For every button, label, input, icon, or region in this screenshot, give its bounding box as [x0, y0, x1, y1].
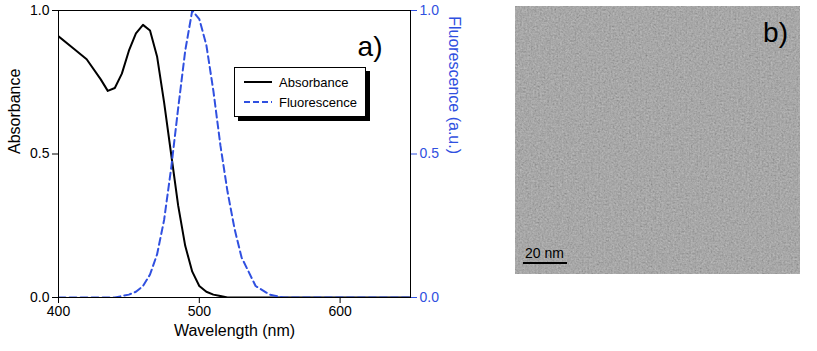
svg-text:400: 400 — [47, 303, 71, 319]
svg-text:0.5: 0.5 — [420, 145, 440, 161]
svg-text:1.0: 1.0 — [420, 2, 440, 18]
svg-text:500: 500 — [188, 303, 212, 319]
html-text:Fluorescence: Fluorescence — [279, 94, 357, 110]
svg-text:1.0: 1.0 — [30, 2, 50, 18]
svg-text:20 nm: 20 nm — [525, 245, 564, 261]
svg-text:a): a) — [358, 31, 383, 62]
svg-text:b): b) — [763, 17, 788, 48]
svg-text:600: 600 — [328, 303, 352, 319]
svg-text:Wavelength (nm): Wavelength (nm) — [174, 322, 295, 339]
svg-text:0.0: 0.0 — [420, 289, 440, 305]
svg-text:Fluorescence (a.u.): Fluorescence (a.u.) — [446, 16, 463, 154]
html-text:Absorbance: Absorbance — [279, 74, 349, 90]
svg-text:0.0: 0.0 — [30, 289, 50, 305]
svg-text:Absorbance: Absorbance — [6, 69, 23, 154]
svg-text:0.5: 0.5 — [30, 145, 50, 161]
